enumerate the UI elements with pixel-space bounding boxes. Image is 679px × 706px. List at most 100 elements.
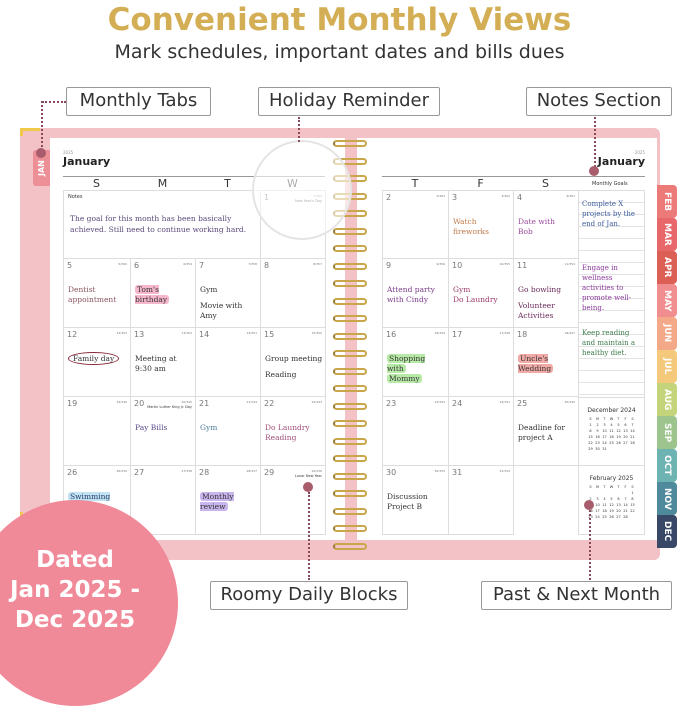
mini-day[interactable]: 15	[630, 503, 635, 507]
day-cell[interactable]: 10 10/355 Gym Do Laundry	[448, 258, 514, 328]
mini-day[interactable]: 5	[617, 423, 620, 427]
mini-day[interactable]: 14	[623, 503, 628, 507]
mini-day[interactable]: 7	[624, 497, 627, 501]
tab-jun[interactable]: JUN	[657, 317, 677, 350]
mini-day[interactable]: 3	[603, 423, 606, 427]
day-cell[interactable]: 24 24/341	[448, 396, 514, 466]
mini-day[interactable]: 28	[623, 515, 628, 519]
mini-day[interactable]: 10	[595, 503, 600, 507]
day-cell[interactable]: 11 11/354 Go bowling Volunteer Activities	[513, 258, 579, 328]
mini-day[interactable]: 25	[609, 441, 614, 445]
mini-day[interactable]: 18	[602, 509, 607, 513]
mini-day[interactable]: 23	[595, 441, 600, 445]
mini-day[interactable]: 16	[595, 435, 600, 439]
tab-oct[interactable]: OCT	[657, 449, 677, 482]
day-cell[interactable]: 20 20/345 Martin Luther King Jr. Day Pay Bi…	[130, 396, 196, 466]
day-cell[interactable]: 30 30/335 Discussion Project B	[382, 465, 449, 535]
mini-day[interactable]: 24	[595, 515, 600, 519]
tab-apr[interactable]: APR	[657, 251, 677, 284]
mini-day[interactable]: 12	[616, 429, 621, 433]
mini-day[interactable]: 8	[631, 497, 634, 501]
day-cell[interactable]: 23 23/342	[382, 396, 449, 466]
day-cell[interactable]: 4 4/361 Date with Bob	[513, 190, 579, 259]
mini-day[interactable]: 15	[588, 435, 593, 439]
mini-day[interactable]: 7	[631, 423, 634, 427]
mini-day[interactable]: 4	[603, 497, 606, 501]
monthly-goals-box[interactable]: Complete X projects by the end of Jan. En…	[578, 190, 645, 398]
day-cell[interactable]: 28 28/337 Monthly review	[195, 465, 261, 535]
day-cell[interactable]: 9 9/356 Attend party with Cindy	[382, 258, 449, 328]
mini-day[interactable]: 14	[630, 429, 635, 433]
day-cell[interactable]: 17 17/348	[448, 327, 514, 397]
day-cell[interactable]: 16 16/349 Shopping with Mommy	[382, 327, 449, 397]
mini-day[interactable]: 11	[602, 503, 607, 507]
tab-sep[interactable]: SEP	[657, 416, 677, 449]
mini-day[interactable]: 20	[623, 435, 628, 439]
mini-day[interactable]: 26	[609, 515, 614, 519]
day-cell[interactable]: 19 19/346	[63, 396, 131, 466]
mini-day[interactable]: 11	[609, 429, 614, 433]
mini-day[interactable]: 21	[623, 509, 628, 513]
mini-day[interactable]: 22	[588, 441, 593, 445]
mini-day[interactable]: 13	[623, 429, 628, 433]
day-cell[interactable]: 22 22/343 Do Laundry Reading	[260, 396, 326, 466]
day-cell[interactable]: 31 31/334	[448, 465, 514, 535]
mini-day[interactable]: 19	[616, 435, 621, 439]
mini-day[interactable]	[615, 446, 622, 452]
mini-day[interactable]: 28	[630, 441, 635, 445]
day-cell[interactable]: 14 14/351	[195, 327, 261, 397]
notes-box[interactable]: Notes The goal for this month has been ba…	[63, 190, 261, 259]
day-cell[interactable]: 15 15/350 Group meeting Reading	[260, 327, 326, 397]
mini-day[interactable]: 17	[595, 509, 600, 513]
mini-day[interactable]: 2	[596, 423, 599, 427]
mini-day[interactable]: 5	[610, 497, 613, 501]
mini-day[interactable]: 6	[617, 497, 620, 501]
tab-dec[interactable]: DEC	[657, 515, 677, 548]
mini-day[interactable]: 8	[589, 429, 592, 433]
mini-day[interactable]: 1	[631, 491, 634, 495]
mini-day[interactable]	[629, 514, 636, 520]
mini-day[interactable]: 22	[630, 509, 635, 513]
mini-day[interactable]: 27	[623, 441, 628, 445]
tab-aug[interactable]: AUG	[657, 383, 677, 416]
day-cell[interactable]: 13 13/352 Meeting at 9:30 am	[130, 327, 196, 397]
mini-day[interactable]: 30	[595, 447, 600, 451]
mini-day[interactable]: 10	[602, 429, 607, 433]
mini-day[interactable]: 13	[616, 503, 621, 507]
mini-day[interactable]	[629, 446, 636, 452]
mini-day[interactable]: 31	[602, 447, 607, 451]
mini-day[interactable]: 9	[596, 429, 599, 433]
day-cell[interactable]: 7 7/358 Gym Movie with Amy	[195, 258, 261, 328]
tab-nov[interactable]: NOV	[657, 482, 677, 515]
day-cell[interactable]: 12 12/353 Family day	[63, 327, 131, 397]
mini-day[interactable]: 18	[609, 435, 614, 439]
tab-jul[interactable]: JUL	[657, 350, 677, 383]
day-cell[interactable]: 8 8/357	[260, 258, 326, 328]
mini-day[interactable]	[608, 446, 615, 452]
mini-day[interactable]: 21	[630, 435, 635, 439]
mini-day[interactable]: 19	[609, 509, 614, 513]
mini-day[interactable]: 26	[616, 441, 621, 445]
day-cell[interactable]: 25 25/340 Deadline for project A	[513, 396, 579, 466]
tab-feb[interactable]: FEB	[657, 185, 677, 218]
tab-mar[interactable]: MAR	[657, 218, 677, 251]
mini-day[interactable]: 6	[624, 423, 627, 427]
day-cell[interactable]: 29 29/336 Lunar New Year	[260, 465, 326, 535]
mini-day[interactable]: 2	[589, 497, 592, 501]
mini-day[interactable]: 4	[610, 423, 613, 427]
day-cell[interactable]: 2 2/363	[382, 190, 449, 259]
mini-day[interactable]: 1	[589, 423, 592, 427]
mini-day[interactable]: 27	[616, 515, 621, 519]
tab-may[interactable]: MAY	[657, 284, 677, 317]
mini-day[interactable]: 25	[602, 515, 607, 519]
mini-day[interactable]: 17	[602, 435, 607, 439]
mini-day[interactable]: 29	[588, 447, 593, 451]
day-cell[interactable]: 18 18/347 Uncle's Wedding	[513, 327, 579, 397]
mini-day[interactable]: 20	[616, 509, 621, 513]
day-cell[interactable]: 3 3/362 Watch fireworks	[448, 190, 514, 259]
mini-day[interactable]: 12	[609, 503, 614, 507]
mini-day[interactable]: 3	[596, 497, 599, 501]
day-cell[interactable]: 21 21/344 Gym	[195, 396, 261, 466]
mini-day[interactable]	[622, 446, 629, 452]
day-cell[interactable]: 6 6/359 Tom's birthday	[130, 258, 196, 328]
